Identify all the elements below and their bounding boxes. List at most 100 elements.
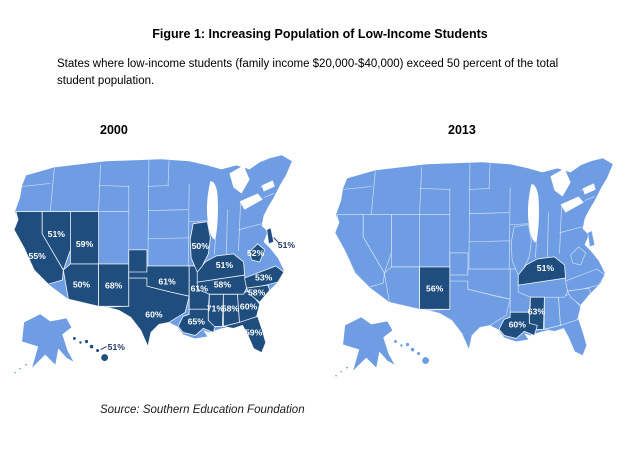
hawaii-island [96,349,100,353]
state-border-line [49,168,55,212]
state-border-line [419,167,422,215]
hawaii-island [101,354,109,362]
hawaii-island [79,341,82,344]
state-label-AL: 58% [222,304,240,314]
figure-subtitle-line2: student population. [57,75,155,87]
state-label-DE: 51% [278,240,296,250]
state-label-TN: 58% [214,279,232,289]
state-border-line [98,185,129,187]
state-border-line [214,239,216,255]
state-border-line [584,196,595,201]
state-shape-SC [245,284,271,303]
state-border-line [559,206,562,254]
source-note: Source: Southern Education Foundation [100,404,305,416]
alaska-island [335,374,337,377]
state-base-UT [391,214,420,268]
state-border-line [468,212,510,214]
state-label-GA: 60% [240,302,258,312]
hawaii-island [417,352,421,356]
callout-line-DE [273,237,280,244]
hawaii-island [405,342,410,347]
state-border-line [419,188,450,190]
state-label-AZ: 50% [73,279,91,289]
state-label-HI: 51% [108,342,126,352]
lake-shape [527,184,539,243]
state-border-line [343,186,372,190]
state-border-line [98,164,101,212]
figure-subtitle-line1: States where low-income students (family… [57,58,559,70]
state-label-SC: 58% [248,287,266,297]
figure-title: Figure 1: Increasing Population of Low-I… [152,27,488,41]
state-label-NM: 56% [426,283,444,293]
alaska-island [340,370,342,373]
state-label-NC: 53% [255,272,273,282]
state-border-line [370,171,376,215]
state-border-line [547,212,549,257]
state-border-line [147,160,150,266]
us-map-2000: 55%51%59%50% 68%60%61%61%65%71%58% 60%59%5… [13,155,296,374]
lake-shape [239,193,263,210]
alaska-island [14,371,16,374]
state-border-line [187,184,190,266]
lake-shape [229,165,250,194]
state-label-OK: 61% [158,276,176,286]
state-label-CA: 55% [29,251,47,261]
state-border-line [468,163,471,269]
state-border-line [147,209,189,211]
alaska-island [19,367,21,370]
alaska-island [346,366,349,369]
state-border-line [508,187,511,269]
lake-shape [582,183,596,195]
figure-subtitle: States where low-income students (family… [57,56,567,90]
state-shape-AZ [62,263,99,307]
state-label-MS: 63% [528,307,546,317]
state-border-line [263,193,274,198]
map-year-label-2013: 2013 [448,123,476,137]
state-border-line [535,242,537,258]
state-label-KY: 51% [537,263,555,273]
state-label-UT: 59% [76,239,94,249]
map-year-label-2000: 2000 [100,123,128,137]
state-label-FL: 59% [245,328,263,338]
state-label-LA: 60% [509,320,527,330]
state-border-line [559,226,583,234]
state-label-WV: 52% [247,248,265,258]
state-shape-OK [128,265,190,297]
alaska-island [25,363,28,366]
state-border-line [468,188,491,190]
state-base-AZ [383,266,420,310]
hawaii-island [84,339,89,344]
alaska-shape [22,314,74,368]
hawaii-island [400,344,403,347]
lake-shape [206,181,218,240]
state-label-NV: 51% [48,229,66,239]
callout-line-HI [100,346,107,350]
state-shape-DE [266,227,275,245]
alaska-shape [343,317,395,371]
lake-shape [550,168,571,197]
state-border-line [226,209,228,254]
lake-shape [261,180,275,192]
state-base-AL [544,296,561,330]
state-shape-KY [517,256,566,286]
state-border-line [510,223,529,226]
state-border-line [22,183,51,187]
state-label-IL: 50% [192,241,210,251]
state-border-line [238,203,241,251]
hawaii-island [410,347,415,352]
hawaii-island [422,357,430,365]
state-border-line [147,185,170,187]
state-shape-NV [41,211,71,271]
state-border-line [468,240,511,243]
state-label-LA: 65% [188,317,206,327]
state-shape-NM [419,266,451,310]
state-border-line [238,223,262,231]
lake-shape [560,196,584,213]
state-base-WV [570,246,587,266]
state-shape-FL [223,315,267,354]
state-base-SC [567,287,592,306]
state-base-FL [544,318,588,357]
state-label-NM: 68% [105,280,123,290]
state-shape-LA [498,311,538,339]
